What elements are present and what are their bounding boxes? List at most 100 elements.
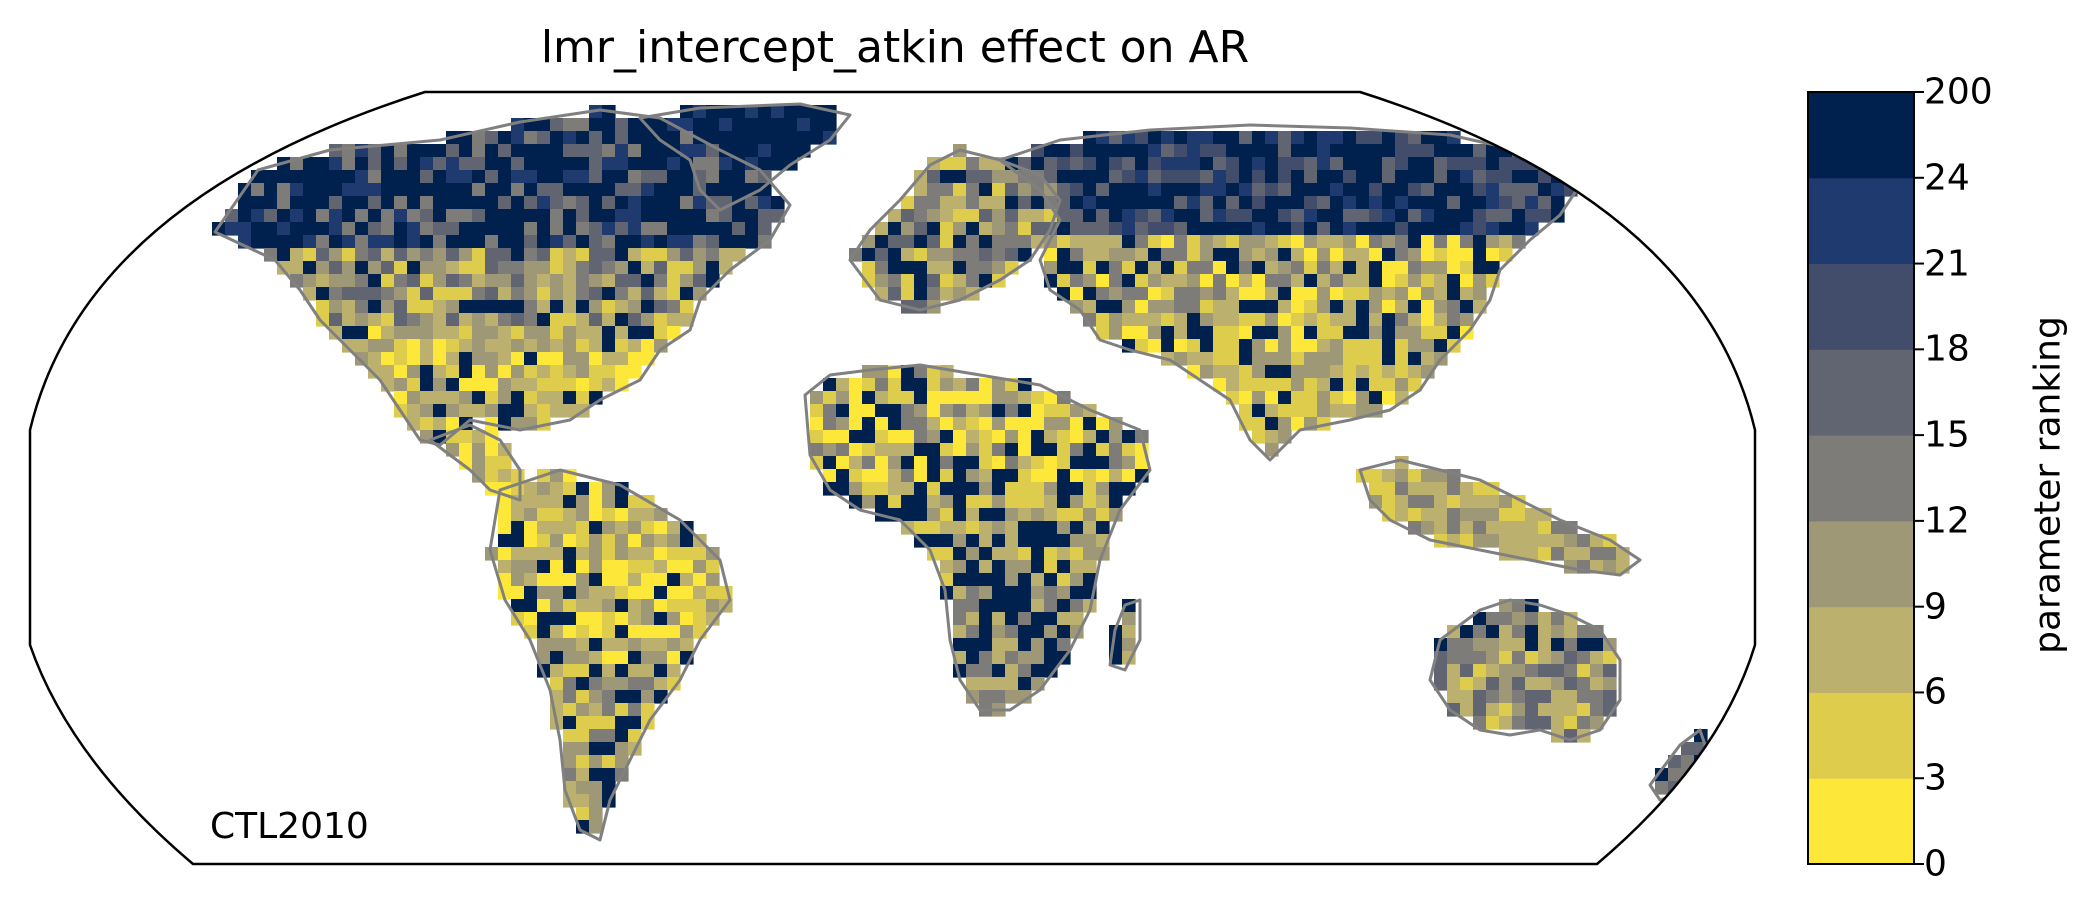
land-cell <box>1304 235 1318 249</box>
land-cell <box>1343 339 1357 353</box>
land-cell <box>407 144 421 158</box>
land-cell <box>1213 144 1227 158</box>
land-cell <box>992 443 1006 457</box>
land-cell <box>1538 703 1552 717</box>
land-cell <box>1135 261 1149 275</box>
land-cell <box>1538 534 1552 548</box>
land-cell <box>407 326 421 340</box>
land-cell <box>563 690 577 704</box>
land-cell <box>524 495 538 509</box>
land-cell <box>537 339 551 353</box>
land-cell <box>979 443 993 457</box>
land-cell <box>602 170 616 184</box>
land-cell <box>927 534 941 548</box>
land-cell <box>1538 547 1552 561</box>
land-cell <box>979 417 993 431</box>
land-cell <box>615 326 629 340</box>
land-cell <box>1122 196 1136 210</box>
land-cell <box>1161 339 1175 353</box>
land-cell <box>1304 183 1318 197</box>
land-cell <box>1018 521 1032 535</box>
land-cell <box>1447 235 1461 249</box>
land-cell <box>329 170 343 184</box>
land-cell <box>537 235 551 249</box>
land-cell <box>992 170 1006 184</box>
land-cell <box>1473 664 1487 678</box>
land-cell <box>1265 261 1279 275</box>
land-cell <box>641 573 655 587</box>
land-cell <box>1148 326 1162 340</box>
land-cell <box>1434 521 1448 535</box>
land-cell <box>1304 209 1318 223</box>
land-cell <box>576 339 590 353</box>
land-cell <box>654 625 668 639</box>
land-cell <box>992 586 1006 600</box>
land-cell <box>1239 326 1253 340</box>
land-cell <box>797 105 811 119</box>
land-cell <box>1187 352 1201 366</box>
land-cell <box>628 352 642 366</box>
land-cell <box>381 222 395 236</box>
land-cell <box>901 404 915 418</box>
land-cell <box>654 560 668 574</box>
land-cell <box>641 599 655 613</box>
land-cell <box>550 508 564 522</box>
land-cell <box>1265 248 1279 262</box>
land-cell <box>1330 339 1344 353</box>
land-cell <box>1291 326 1305 340</box>
land-cell <box>615 573 629 587</box>
colorbar <box>1807 91 1924 865</box>
land-cell <box>940 365 954 379</box>
land-cell <box>615 677 629 691</box>
land-cell <box>927 482 941 496</box>
land-cell <box>1122 131 1136 145</box>
land-cell <box>1005 391 1019 405</box>
land-cell <box>979 209 993 223</box>
land-cell <box>862 495 876 509</box>
land-cell <box>537 378 551 392</box>
land-cell <box>264 209 278 223</box>
land-cell <box>654 209 668 223</box>
colorbar-tick-label: 6 <box>1924 671 1947 713</box>
land-cell <box>602 274 616 288</box>
land-cell <box>1005 625 1019 639</box>
land-cell <box>394 235 408 249</box>
land-cell <box>1044 560 1058 574</box>
land-cell <box>1317 352 1331 366</box>
land-cell <box>563 287 577 301</box>
land-cell <box>290 248 304 262</box>
land-cell <box>1382 183 1396 197</box>
land-cell <box>485 144 499 158</box>
land-cell <box>1603 703 1617 717</box>
land-cell <box>1486 677 1500 691</box>
land-cell <box>1499 248 1513 262</box>
land-cell <box>1460 222 1474 236</box>
land-cell <box>589 794 603 808</box>
land-cell <box>459 404 473 418</box>
land-cell <box>1070 443 1084 457</box>
land-cell <box>1083 534 1097 548</box>
land-cell <box>342 326 356 340</box>
land-cell <box>1174 222 1188 236</box>
land-cell <box>654 287 668 301</box>
land-cell <box>1291 131 1305 145</box>
land-cell <box>940 417 954 431</box>
land-cell <box>459 352 473 366</box>
asia-coastline <box>998 123 1582 462</box>
land-cell <box>511 378 525 392</box>
land-cell <box>979 690 993 704</box>
land-cell <box>537 313 551 327</box>
land-cell <box>407 352 421 366</box>
land-cell <box>576 170 590 184</box>
land-cell <box>1395 287 1409 301</box>
land-cell <box>1408 469 1422 483</box>
land-cell <box>1278 417 1292 431</box>
land-cell <box>927 209 941 223</box>
land-cell <box>368 209 382 223</box>
land-cell <box>1005 222 1019 236</box>
land-cell <box>1018 183 1032 197</box>
land-cell <box>563 755 577 769</box>
land-cell <box>1434 196 1448 210</box>
land-cell <box>823 391 837 405</box>
